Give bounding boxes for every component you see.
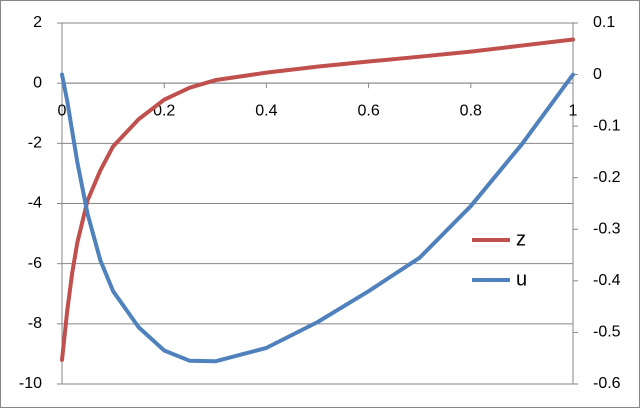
y-tick-label: -10 xyxy=(19,375,42,392)
x-tick-label: 0 xyxy=(58,102,67,119)
y2-tick-label: -0.4 xyxy=(593,272,621,289)
y-tick-label: -6 xyxy=(28,255,42,272)
y-tick-label: 2 xyxy=(33,14,42,31)
x-tick-label: 0.4 xyxy=(255,102,277,119)
y2-tick-label: 0 xyxy=(593,66,602,83)
x-tick-label: 1 xyxy=(569,102,578,119)
y-tick-label: -8 xyxy=(28,315,42,332)
x-tick-label: 0.8 xyxy=(460,102,482,119)
y2-tick-label: -0.3 xyxy=(593,221,621,238)
y2-tick-label: -0.1 xyxy=(593,117,621,134)
x-tick-label: 0.2 xyxy=(153,102,175,119)
y2-tick-label: -0.6 xyxy=(593,375,621,392)
y2-tick-label: 0.1 xyxy=(593,14,615,31)
y2-tick-label: -0.5 xyxy=(593,324,621,341)
legend-label: z xyxy=(516,228,526,250)
y-tick-label: -2 xyxy=(28,135,42,152)
series-line xyxy=(60,37,575,362)
series-line xyxy=(60,72,575,364)
y2-tick-label: -0.2 xyxy=(593,169,621,186)
x-tick-label: 0.6 xyxy=(357,102,379,119)
legend-label: u xyxy=(516,268,527,290)
y-tick-label: 0 xyxy=(33,74,42,91)
y-tick-label: -4 xyxy=(28,195,42,212)
